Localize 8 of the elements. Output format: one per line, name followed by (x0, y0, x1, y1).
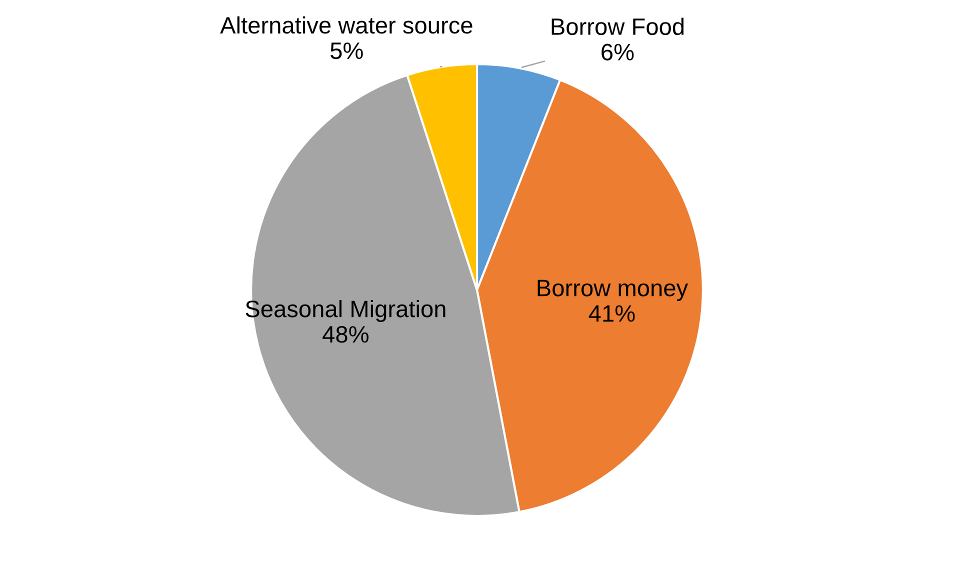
data-label: 6% (602, 44, 634, 60)
data-label: 48% (322, 326, 368, 343)
slice-label: Borrow money (538, 280, 688, 302)
slice-label: Borrow Food (552, 18, 684, 36)
data-label: 5% (330, 42, 363, 60)
slice-label: Alternative water source (220, 16, 472, 34)
data-label: 41% (588, 305, 635, 322)
slice-label: Seasonal Migration (246, 300, 446, 322)
